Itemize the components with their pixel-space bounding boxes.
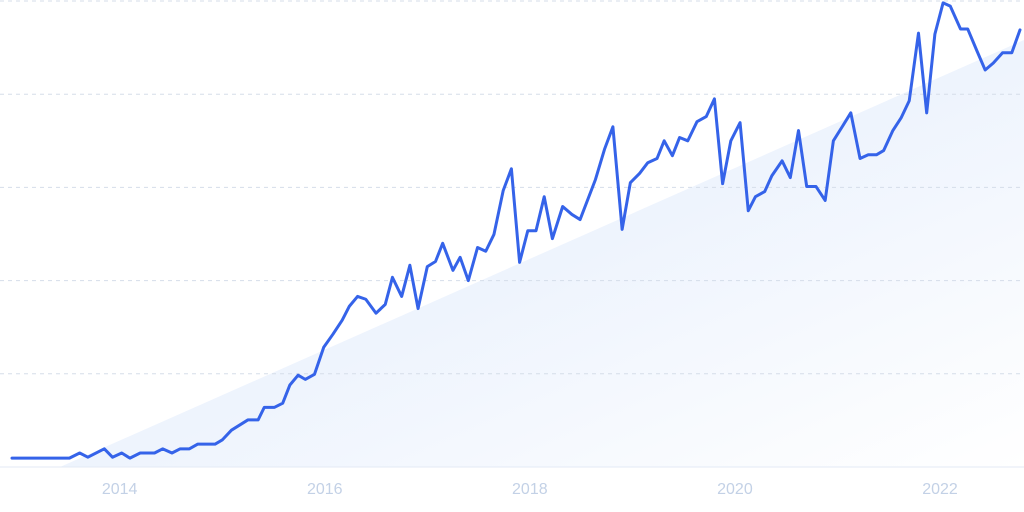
- background-wedge: [60, 40, 1024, 467]
- x-tick-label: 2018: [512, 481, 548, 498]
- x-tick-label: 2022: [922, 481, 958, 498]
- x-tick-label: 2016: [307, 481, 343, 498]
- line: [10, 1, 1022, 460]
- x-tick-label: 2020: [717, 481, 753, 498]
- x-tick-label: 2014: [102, 481, 138, 498]
